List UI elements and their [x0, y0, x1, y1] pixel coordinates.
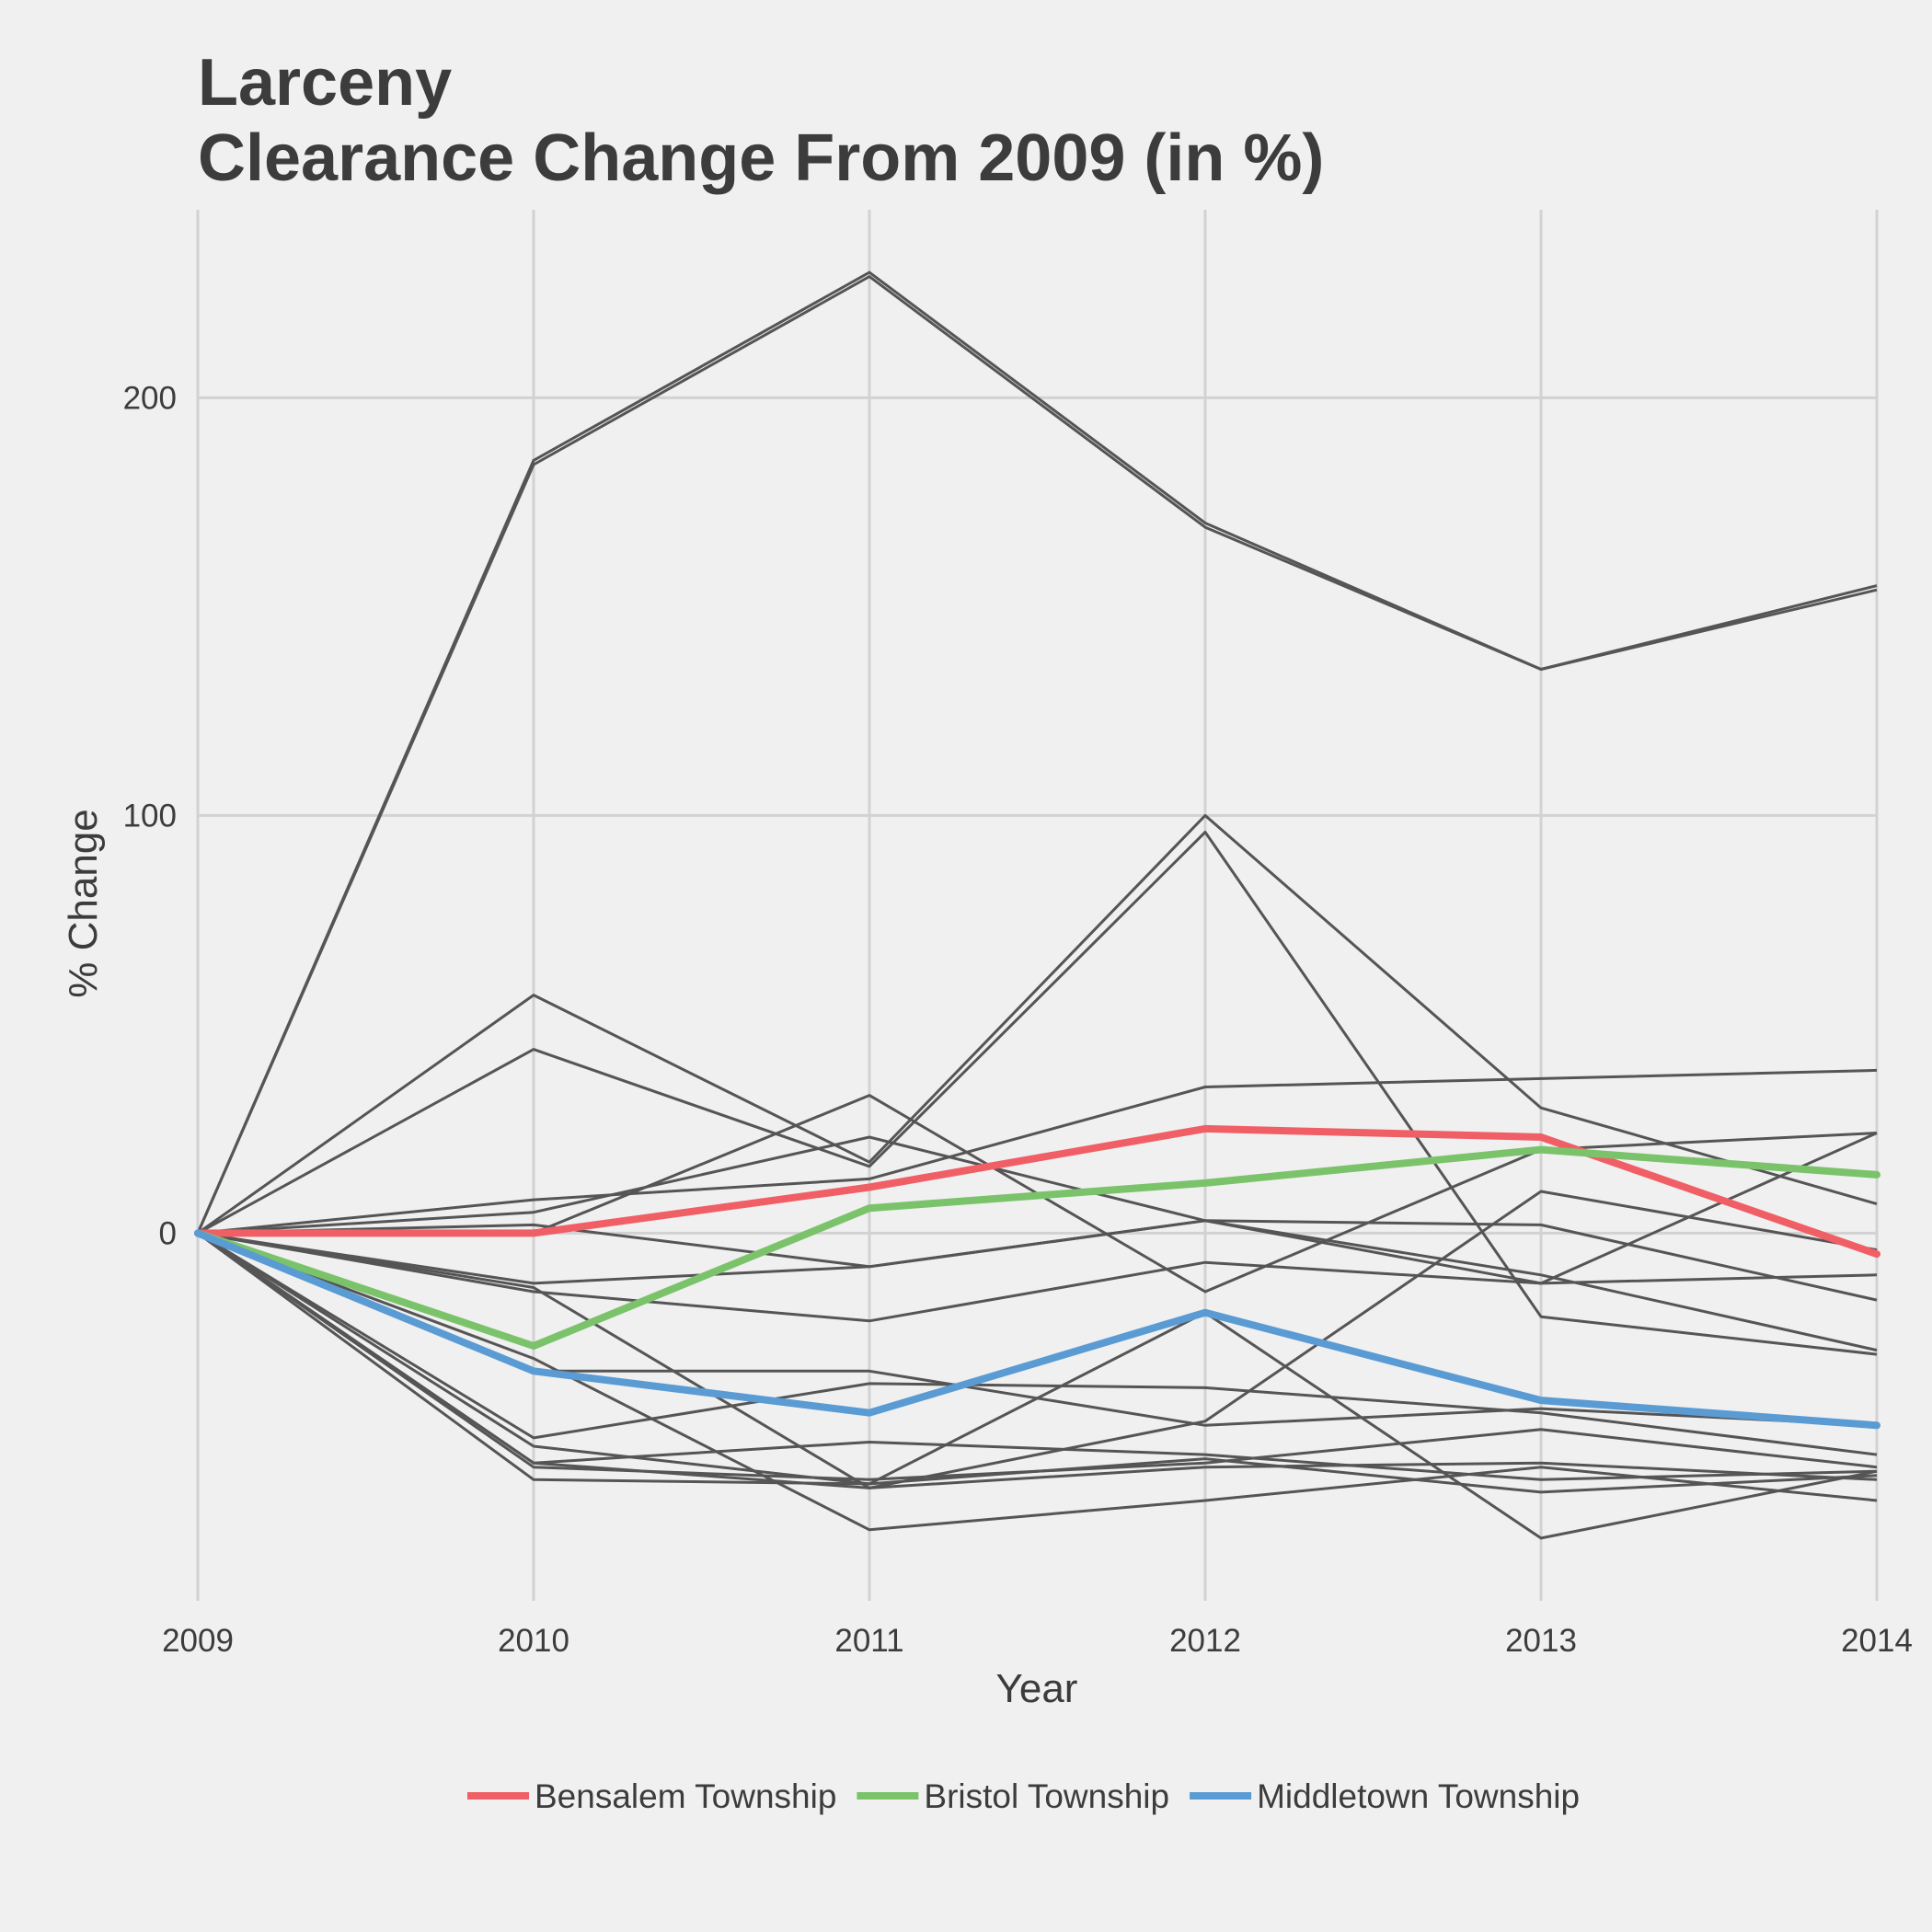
background-series-line	[197, 1232, 1878, 1489]
highlight-series-group	[194, 1124, 1880, 1430]
y-tick-label: 100	[123, 798, 177, 834]
background-series-line	[197, 813, 1878, 1235]
y-tick-label: 200	[123, 380, 177, 416]
y-axis-label: % Change	[61, 809, 106, 997]
background-series-line	[197, 1232, 1878, 1427]
x-tick-label: 2013	[1505, 1623, 1577, 1659]
background-series-line	[197, 1232, 1878, 1456]
x-tick-label: 2011	[834, 1623, 903, 1659]
legend-label: Bensalem Township	[535, 1777, 836, 1815]
background-series-line	[197, 1135, 1878, 1352]
background-series-line	[196, 275, 1878, 1235]
chart-title: Larceny	[198, 46, 453, 120]
x-axis-label: Year	[996, 1666, 1078, 1711]
background-series-line	[197, 1068, 1878, 1235]
x-tick-label: 2012	[1169, 1623, 1241, 1659]
y-tick-label: 0	[159, 1215, 177, 1251]
legend: Bensalem Township Bristol Township Middlet…	[467, 1777, 1580, 1815]
background-series-line	[197, 1219, 1878, 1285]
series-line	[194, 1124, 1880, 1259]
background-series-line	[196, 270, 1878, 1234]
x-axis-ticks: 2009 2010 2011 2012 2013 2014	[162, 1623, 1913, 1659]
series-line	[194, 1145, 1880, 1350]
background-series-line	[197, 1232, 1878, 1481]
background-series-line	[197, 1190, 1878, 1489]
series-line	[194, 1229, 1880, 1430]
background-series-line	[197, 1231, 1878, 1532]
background-series-group	[196, 270, 1878, 1540]
chart-subtitle: Clearance Change From 2009 (in %)	[198, 121, 1325, 195]
legend-label: Middletown Township	[1257, 1777, 1580, 1815]
x-tick-label: 2009	[162, 1623, 234, 1659]
legend-label: Bristol Township	[924, 1777, 1169, 1815]
x-tick-label: 2014	[1841, 1623, 1913, 1659]
x-tick-label: 2010	[498, 1623, 569, 1659]
grid-lines	[196, 210, 1879, 1601]
y-axis-ticks: 0 100 200	[123, 380, 177, 1251]
background-series-line	[197, 1232, 1878, 1540]
background-series-line	[197, 1132, 1878, 1323]
background-series-line	[197, 831, 1878, 1356]
